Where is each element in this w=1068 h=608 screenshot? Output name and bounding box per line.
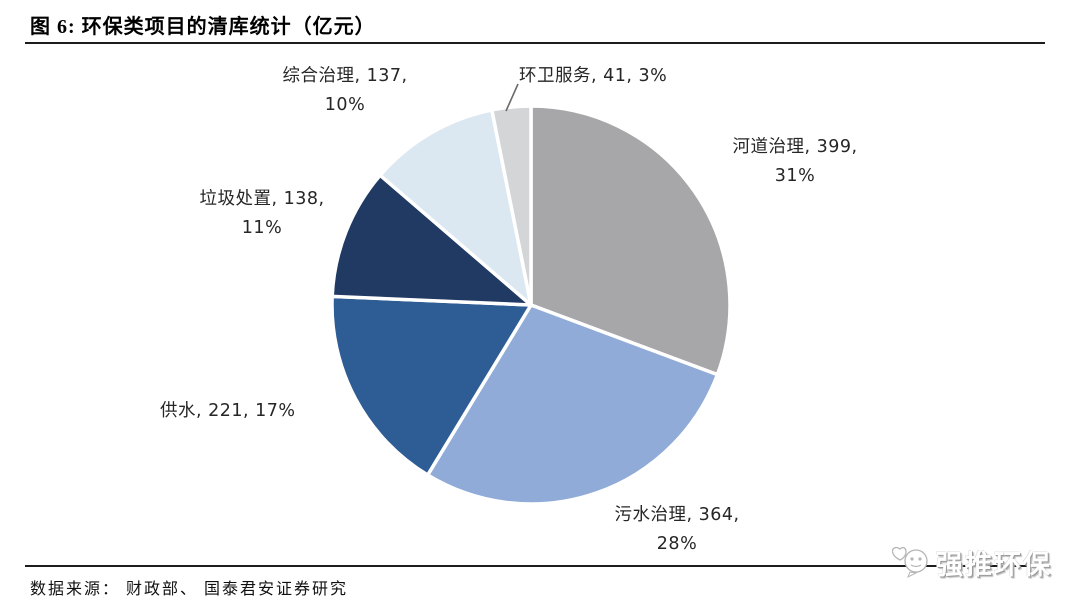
figure-title: 图 6: 环保类项目的清库统计（亿元） <box>30 16 376 38</box>
data-source-note: 数据来源： 财政部、 国泰君安证券研究 <box>30 581 349 598</box>
label-huanwei-line1: 环卫服务, 41, 3% <box>519 66 668 86</box>
bottom-divider-line <box>25 565 1045 567</box>
label-zonghe-line1: 综合治理, 137, <box>282 66 408 86</box>
pie-slice-2-供水 <box>330 294 533 477</box>
label-hedao-line1: 河道治理, 399, <box>732 137 858 157</box>
watermark: 强推环保 <box>892 543 1052 582</box>
label-wushui-line2: 28% <box>656 534 698 554</box>
top-divider-line <box>25 42 1045 44</box>
label-laji-line2: 11% <box>241 218 283 238</box>
label-gongshui: 供水, 221, 17% <box>160 397 296 426</box>
pie-slice-1-污水治理 <box>425 303 720 506</box>
label-wushui-line1: 污水治理, 364, <box>614 505 740 525</box>
label-gongshui-line1: 供水, 221, 17% <box>160 401 296 421</box>
label-laji-chuzhi: 垃圾处置, 138, 11% <box>162 185 362 243</box>
leader-line-huanwei <box>505 83 519 112</box>
pie-slice-4-综合治理 <box>378 108 533 307</box>
label-hedao-line2: 31% <box>774 166 816 186</box>
label-zonghe-zhili: 综合治理, 137, 10% <box>245 62 445 120</box>
chat-bubble-face-icon <box>892 546 928 578</box>
label-hedao-zhili: 河道治理, 399, 31% <box>695 133 895 191</box>
pie-slice-0-河道治理 <box>529 104 732 377</box>
pie-slice-5-环卫服务 <box>490 104 533 307</box>
watermark-text: 强推环保 <box>936 550 1052 581</box>
pie-slice-3-垃圾处置 <box>330 173 533 307</box>
label-huanwei-fuwu: 环卫服务, 41, 3% <box>519 62 667 91</box>
label-laji-line1: 垃圾处置, 138, <box>199 189 325 209</box>
label-zonghe-line2: 10% <box>324 95 366 115</box>
label-wushui-zhili: 污水治理, 364, 28% <box>577 501 777 559</box>
